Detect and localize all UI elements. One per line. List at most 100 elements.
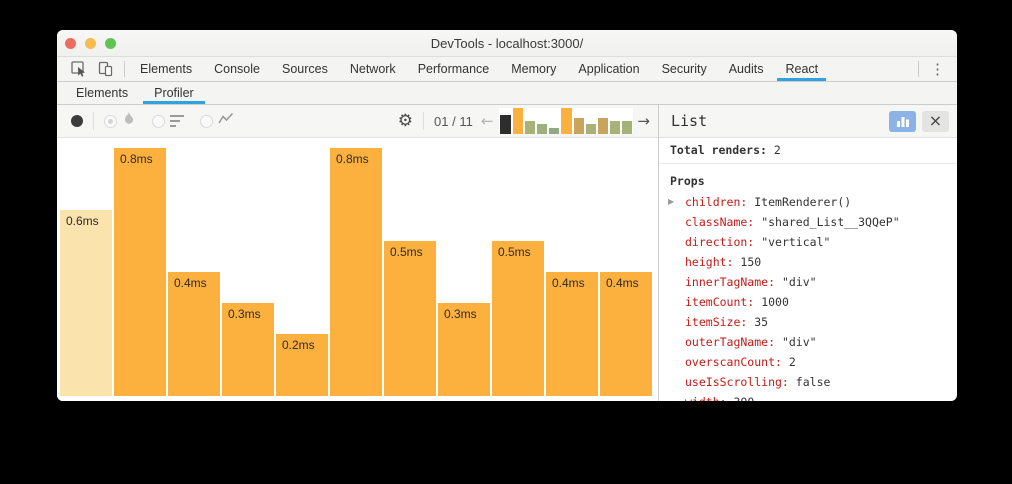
minichart-bar[interactable] <box>561 108 572 134</box>
prop-row: itemSize: 35 <box>685 315 769 329</box>
react-subtabs: Elements Profiler <box>57 82 957 105</box>
divider <box>918 61 919 77</box>
tab-network[interactable]: Network <box>349 62 396 76</box>
minichart-bar[interactable] <box>622 121 633 134</box>
bar-label: 0.4ms <box>606 276 639 290</box>
bar-label: 0.8ms <box>120 152 153 166</box>
titlebar: DevTools - localhost:3000/ <box>57 30 957 57</box>
commit-bar[interactable]: 0.8ms <box>114 148 166 396</box>
flame-icon <box>122 111 136 131</box>
subtab-elements[interactable]: Elements <box>76 86 129 100</box>
prop-row: direction: "vertical" <box>685 235 831 249</box>
minichart-bar[interactable] <box>536 124 548 134</box>
minichart-bar[interactable] <box>512 108 523 134</box>
prop-row: width: 300 <box>659 392 957 401</box>
devtools-tabstrip: Elements Console Sources Network Perform… <box>57 57 957 82</box>
prop-row: outerTagName: "div" <box>685 335 817 349</box>
interactions-mode[interactable] <box>200 112 234 130</box>
inspect-element-icon[interactable] <box>71 61 88 77</box>
props-header: Props <box>670 174 705 188</box>
ranked-mode[interactable] <box>152 114 184 128</box>
bar-label: 0.5ms <box>498 245 531 259</box>
minichart-bar[interactable] <box>597 117 609 134</box>
main-tabs: Elements Console Sources Network Perform… <box>129 57 829 81</box>
total-renders-label: Total renders: <box>670 143 767 157</box>
bar-label: 0.6ms <box>66 214 99 228</box>
device-toolbar-icon[interactable] <box>98 61 114 77</box>
divider <box>93 112 94 130</box>
commit-selector-minichart <box>499 108 634 134</box>
bar-label: 0.8ms <box>336 152 369 166</box>
prop-row: height: 150 <box>685 255 762 269</box>
minichart-bar[interactable] <box>549 127 560 134</box>
commit-bar[interactable]: 0.4ms <box>600 272 652 396</box>
prop-row: ▶ children: ItemRenderer() <box>659 192 957 212</box>
divider <box>423 112 425 130</box>
commit-bar[interactable]: 0.2ms <box>276 334 328 396</box>
prop-row: itemCount: 1000 <box>685 295 789 309</box>
close-window-icon[interactable] <box>65 37 76 49</box>
devtools-window: DevTools - localhost:3000/ Elements Cons… <box>57 30 957 401</box>
subtab-profiler[interactable]: Profiler <box>141 82 207 104</box>
commit-bar[interactable]: 0.4ms <box>168 272 220 396</box>
close-icon[interactable]: × <box>922 110 949 132</box>
bar-label: 0.4ms <box>174 276 207 290</box>
prop-row: innerTagName: "div" <box>685 275 817 289</box>
minichart-bar[interactable] <box>573 117 584 134</box>
commit-bar[interactable]: 0.5ms <box>384 241 436 396</box>
next-commit-icon[interactable]: → <box>637 111 650 130</box>
minichart-bar[interactable] <box>610 121 621 134</box>
flamegraph-mode[interactable] <box>104 111 136 131</box>
prop-row: overscanCount: 2 <box>685 355 796 369</box>
minichart-bar[interactable] <box>585 124 596 134</box>
tab-console[interactable]: Console <box>214 62 260 76</box>
minimize-window-icon[interactable] <box>85 37 96 49</box>
commit-bar[interactable]: 0.4ms <box>546 272 598 396</box>
component-name: List <box>671 112 708 130</box>
tab-react[interactable]: React <box>774 57 829 81</box>
commit-bar[interactable]: 0.3ms <box>438 303 490 396</box>
gear-icon[interactable]: ⚙ <box>397 110 414 131</box>
record-icon[interactable] <box>71 115 83 127</box>
sidebar-body: Total renders: 2 Props ▶ children: ItemR… <box>659 138 957 401</box>
bar-label: 0.2ms <box>282 338 315 352</box>
window-title: DevTools - localhost:3000/ <box>430 35 584 51</box>
commit-duration-chart: 0.6ms 0.8ms 0.4ms 0.3ms 0.2ms 0.8ms 0.5m… <box>57 138 658 401</box>
total-renders-value: 2 <box>773 143 781 157</box>
prop-row: className: "shared_List__3QQeP" <box>685 215 900 229</box>
minichart-bar[interactable] <box>500 114 511 134</box>
tab-application[interactable]: Application <box>578 62 640 76</box>
bar-label: 0.3ms <box>444 307 477 321</box>
bar-label: 0.3ms <box>228 307 261 321</box>
tab-sources[interactable]: Sources <box>281 62 328 76</box>
expand-arrow-icon[interactable]: ▶ <box>668 197 675 206</box>
details-sidebar: List × Total renders: 2 <box>658 105 957 401</box>
commit-bar[interactable]: 0.3ms <box>222 303 274 396</box>
bar-label: 0.5ms <box>390 245 423 259</box>
kebab-menu-icon[interactable]: ⋮ <box>930 60 945 78</box>
prev-commit-icon[interactable]: ← <box>480 111 494 130</box>
minichart-bar[interactable] <box>524 121 535 134</box>
profiler-pane: ⚙ 01 / 11 ← → <box>57 105 658 401</box>
tab-memory[interactable]: Memory <box>511 62 557 76</box>
tab-security[interactable]: Security <box>661 62 707 76</box>
tab-performance[interactable]: Performance <box>417 62 490 76</box>
commit-pagination: 01 / 11 <box>434 113 473 129</box>
zoom-window-icon[interactable] <box>105 37 116 49</box>
divider <box>124 61 125 77</box>
chart-view-button[interactable] <box>889 110 916 132</box>
bar-label: 0.4ms <box>552 276 585 290</box>
line-chart-icon <box>218 112 234 130</box>
total-renders: Total renders: 2 <box>659 138 957 164</box>
commit-bar[interactable]: 0.6ms <box>60 210 112 396</box>
commit-bar[interactable]: 0.5ms <box>492 241 544 396</box>
flamegraph-radio[interactable] <box>104 114 117 128</box>
commit-bar[interactable]: 0.8ms <box>330 148 382 396</box>
sidebar-header: List × <box>659 105 957 138</box>
tab-elements[interactable]: Elements <box>140 62 193 76</box>
ranked-radio[interactable] <box>152 114 165 128</box>
traffic-lights <box>65 30 116 56</box>
interactions-radio[interactable] <box>200 114 213 128</box>
bar-chart-icon <box>896 117 909 127</box>
tab-audits[interactable]: Audits <box>728 62 764 76</box>
